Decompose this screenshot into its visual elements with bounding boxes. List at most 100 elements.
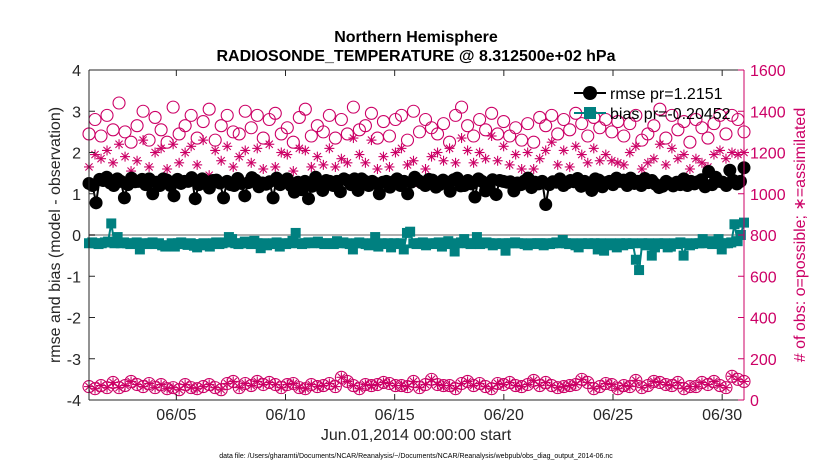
assimilated-point [666,143,677,154]
assimilated-point [462,145,473,156]
low_assimilated-point [462,376,473,387]
assimilated-point-stroke [643,158,652,167]
bias-point [449,246,460,257]
assimilated-point-stroke [679,150,688,159]
assimilated-point-stroke [313,152,322,161]
assimilated-point-stroke [181,148,190,157]
assimilated-point [522,147,533,158]
assimilated-point-stroke [673,154,682,163]
assimilated-point [552,159,563,170]
low_assimilated-point-stroke [427,375,436,384]
assimilated-point-stroke [145,162,154,171]
rmse-point [468,190,482,204]
y-right-tick-label: 1400 [750,104,786,121]
possible-point [629,108,643,122]
assimilated-point [246,157,257,168]
assimilated-point-stroke [595,156,604,165]
low_assimilated-point-stroke [289,379,298,388]
assimilated-point [420,164,431,174]
possible-point [575,117,589,131]
assimilated-point [684,164,695,174]
y-left-tick-label: -4 [67,393,81,410]
x-tick-label: 06/05 [156,407,196,424]
assimilated-point-stroke [547,138,556,147]
rmse-point [217,191,231,205]
assimilated-point [264,139,275,150]
assimilated-point [444,143,455,154]
possible-point [485,106,499,120]
assimilated-point [660,159,671,170]
y-right-tick-label: 800 [750,228,777,245]
possible-point [316,125,330,139]
low_assimilated-point-stroke [367,381,376,390]
low_assimilated-point [426,374,437,385]
assimilated-point [150,147,161,158]
possible-point [653,102,667,116]
assimilated-point [468,157,479,168]
low_assimilated-point [330,381,341,392]
assimilated-point [630,141,641,152]
assimilated-point-stroke [505,160,514,169]
rmse-point [351,183,365,197]
assimilated-point-stroke [223,142,232,151]
assimilated-point [132,155,143,166]
assimilated-point [690,153,701,164]
y-right-tick-label: 600 [750,269,777,286]
bias-point [344,239,355,250]
bias-point [592,244,603,255]
low_assimilated-point-stroke [403,382,412,391]
possible-point [695,121,709,135]
low_assimilated-point-stroke [613,384,622,393]
low_assimilated-point [606,379,617,390]
possible-point [647,119,661,133]
assimilated-point-stroke [625,148,634,157]
low_assimilated-point-stroke [205,380,214,389]
assimilated-point [678,149,689,160]
low_assimilated-point-stroke [271,380,280,389]
assimilated-point [228,161,239,172]
assimilated-point-stroke [649,154,658,163]
bias-point [634,265,645,276]
low_assimilated-point-stroke [475,379,484,388]
assimilated-point [540,145,551,156]
assimilated-point-stroke [577,150,586,159]
low_assimilated-point-stroke [727,372,736,381]
low_assimilated-point-stroke [655,378,664,387]
rmse-point [723,163,737,177]
possible-point [412,125,427,139]
low_assimilated-point [120,380,131,391]
low_assimilated-point-stroke [355,384,364,393]
y-left-tick-label: 0 [72,228,81,245]
possible-point [545,108,559,122]
assimilated-point-stroke [277,148,286,157]
bias-point [500,245,511,256]
low_assimilated-point-stroke [211,383,220,392]
assimilated-point-stroke [541,146,550,155]
bias-point [103,236,114,247]
assimilated-point-stroke [151,148,160,157]
assimilated-point [450,157,461,168]
low_assimilated-point [642,380,653,391]
assimilated-point [714,145,725,156]
assimilated-point [174,157,185,168]
assimilated-point [396,143,407,154]
assimilated-point-stroke [259,165,268,173]
assimilated-point-stroke [175,158,184,167]
assimilated-point-stroke [367,136,376,145]
possible-point [527,135,541,149]
assimilated-point-stroke [493,156,502,165]
low_assimilated-point-stroke [265,378,274,387]
assimilated-point-stroke [97,154,106,163]
low_assimilated-point [720,382,731,393]
assimilated-point [426,151,437,162]
low_assimilated-point-stroke [697,378,706,387]
possible-point [268,106,282,120]
assimilated-point-stroke [121,152,130,161]
assimilated-point [312,151,323,162]
possible-point [256,131,270,145]
possible-point [461,119,475,133]
legend-bias-marker [584,107,596,119]
low_assimilated-point-stroke [337,373,346,382]
low_assimilated-point-stroke [343,377,352,386]
assimilated-point [324,143,335,154]
